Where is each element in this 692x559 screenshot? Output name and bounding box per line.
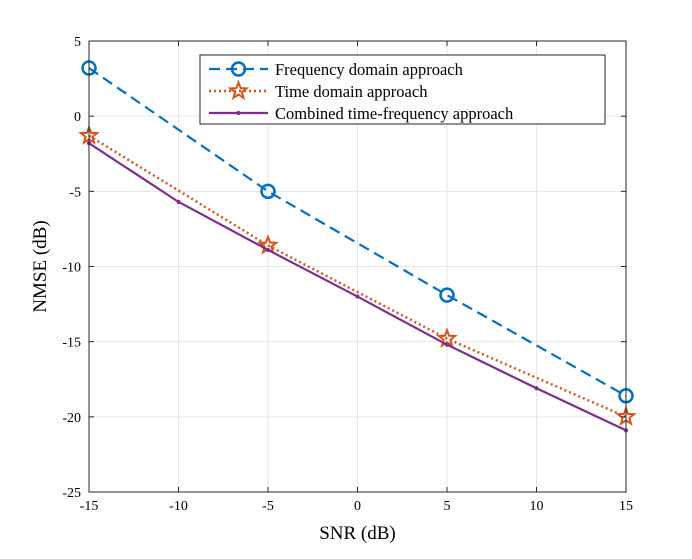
ticks: -15 -10 -5 0 5 10 15 5 0 -5 -10 -15 -20 -25: [62, 35, 633, 514]
legend-label-time: Time domain approach: [275, 82, 428, 101]
y-axis-label: NMSE (dB): [30, 220, 51, 312]
y-tick-label: -10: [62, 261, 81, 276]
x-axis-label: SNR (dB): [319, 523, 396, 544]
y-tick-label: 0: [74, 110, 81, 125]
data-point-combined: [176, 199, 181, 204]
series-layer: [78, 60, 637, 433]
legend-marker-time: [227, 79, 250, 101]
legend-item-combined: Combined time-frequency approach: [209, 104, 514, 123]
x-tick-label: -10: [169, 499, 188, 514]
x-tick-label: 15: [619, 499, 633, 514]
y-tick-label: -15: [62, 336, 81, 351]
data-point-combined: [444, 342, 450, 347]
x-tick-label: 5: [444, 499, 451, 514]
x-tick-label: 10: [530, 499, 544, 514]
data-point-combined: [265, 247, 271, 253]
y-tick-label: -20: [62, 411, 81, 426]
y-tick-label: -25: [62, 486, 81, 501]
legend-label-frequency: Frequency domain approach: [275, 60, 464, 79]
data-point-combined: [355, 294, 360, 299]
legend-item-frequency: Frequency domain approach: [209, 60, 464, 79]
data-point-time: [436, 327, 458, 348]
data-point-combined: [534, 386, 539, 391]
x-tick-label: -5: [262, 499, 274, 514]
series-line-frequency: [88, 67, 627, 397]
x-tick-label: -15: [80, 499, 99, 514]
legend-marker-frequency: [230, 61, 247, 77]
y-tick-label: 5: [74, 35, 81, 50]
legend: Frequency domain approach Time domain app…: [199, 54, 606, 125]
x-tick-label: 0: [354, 499, 361, 514]
legend-marker-combined: [236, 110, 241, 116]
series-line-time: [88, 134, 627, 418]
data-point-frequency: [439, 287, 455, 303]
data-point-frequency: [260, 183, 276, 200]
legend-item-time: Time domain approach: [209, 79, 428, 101]
legend-label-combined: Combined time-frequency approach: [275, 104, 514, 123]
y-tick-label: -5: [69, 185, 81, 200]
